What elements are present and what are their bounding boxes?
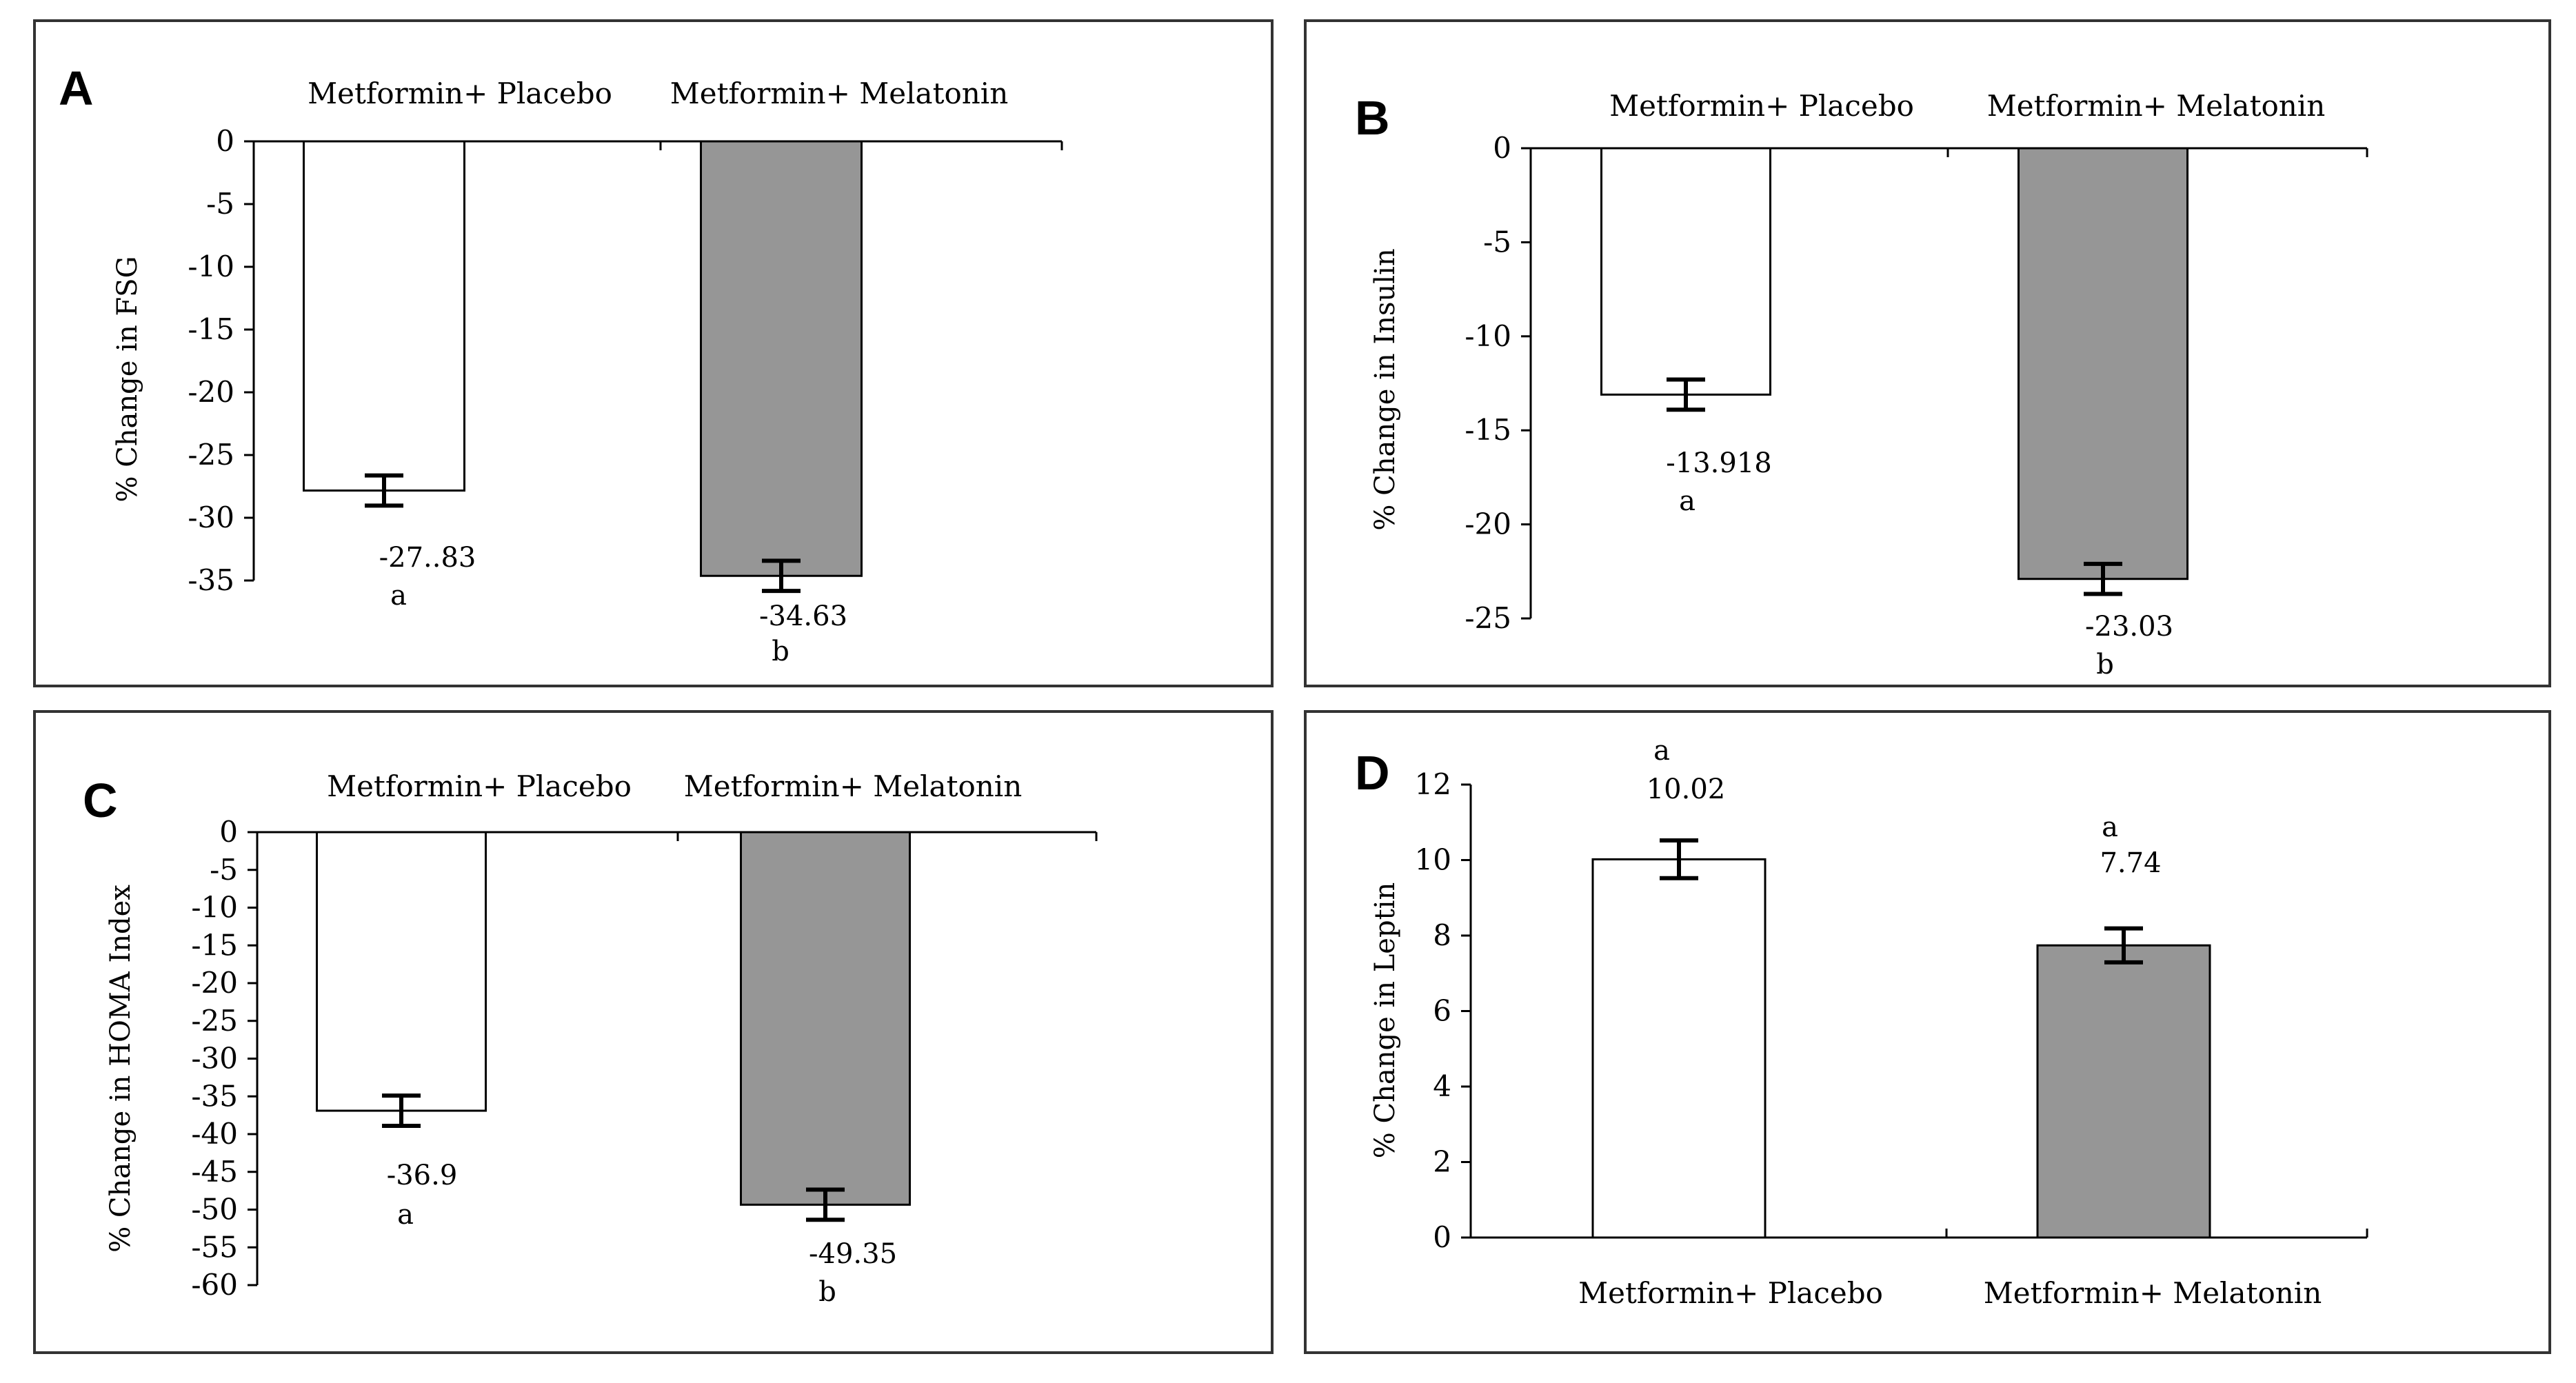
panel-b-bar-1 bbox=[1600, 147, 1771, 396]
panel-a-y-tick-label: -30 bbox=[188, 501, 234, 534]
panel-b: B Metformin+ Placebo Metformin+ Melatoni… bbox=[1304, 19, 2551, 687]
panel-c-significance-2: b bbox=[818, 1276, 836, 1308]
panel-a-y-tick-label: -10 bbox=[188, 250, 234, 283]
panel-c-significance-1: a bbox=[397, 1199, 414, 1231]
panel-c-value-label-1: -36.9 bbox=[387, 1160, 458, 1191]
panel-a-bar-1 bbox=[303, 140, 465, 492]
panel-b-ylabel: % Change in Insulin bbox=[1369, 248, 1401, 530]
panel-d-letter: D bbox=[1355, 746, 1390, 800]
panel-a-y-tick-label: -25 bbox=[188, 438, 234, 472]
panel-a-bar-2 bbox=[700, 140, 863, 577]
panel-a-frame bbox=[33, 19, 1274, 687]
panel-c-y-tick-label: -10 bbox=[191, 891, 238, 925]
panel-a-significance-1: a bbox=[390, 580, 407, 612]
panel-b-bar-2 bbox=[2017, 147, 2188, 581]
panel-a-ylabel: % Change in FSG bbox=[112, 256, 143, 502]
panel-b-category-1: Metformin+ Placebo bbox=[1609, 89, 1914, 123]
panel-c-y-tick-label: -25 bbox=[191, 1004, 238, 1038]
panel-c: C Metformin+ Placebo Metformin+ Melatoni… bbox=[33, 710, 1274, 1354]
panel-a-letter: A bbox=[59, 61, 94, 115]
panel-c-frame bbox=[33, 710, 1274, 1354]
panel-c-y-tick-label: -15 bbox=[191, 928, 238, 962]
panel-a-significance-2: b bbox=[772, 636, 789, 667]
panel-d-category-1: Metformin+ Placebo bbox=[1578, 1276, 1883, 1310]
panel-a-y-tick-label: -35 bbox=[188, 563, 234, 597]
panel-d-y-tick-label: 6 bbox=[1433, 994, 1451, 1028]
panel-c-y-tick-label: -20 bbox=[191, 966, 238, 1000]
panel-d-value-label-2: 7.74 bbox=[2100, 847, 2161, 879]
panel-d-category-2: Metformin+ Melatonin bbox=[1984, 1276, 2322, 1310]
panel-d-y-tick-label: 10 bbox=[1415, 843, 1451, 877]
panel-d-y-tick-label: 2 bbox=[1433, 1145, 1451, 1179]
panel-d-y-tick-label: 4 bbox=[1433, 1069, 1451, 1103]
panel-b-y-tick-label: -10 bbox=[1465, 319, 1511, 353]
panel-b-category-2: Metformin+ Melatonin bbox=[1987, 89, 2326, 123]
panel-b-significance-1: a bbox=[1679, 485, 1695, 517]
panel-b-frame bbox=[1304, 19, 2551, 687]
panel-c-category-1: Metformin+ Placebo bbox=[327, 769, 632, 803]
panel-c-value-label-2: -49.35 bbox=[809, 1238, 897, 1270]
panel-a-y-tick-label: -20 bbox=[188, 375, 234, 409]
panel-a-value-label-1: -27..83 bbox=[379, 542, 476, 574]
panel-d: D Metformin+ Placebo Metformin+ Melatoni… bbox=[1304, 710, 2551, 1354]
panel-c-bar-2 bbox=[740, 831, 911, 1206]
panel-d-bar-1 bbox=[1591, 858, 1767, 1239]
panel-c-y-tick-label: 0 bbox=[219, 815, 238, 849]
panel-d-significance-1: a bbox=[1653, 735, 1670, 767]
panel-b-value-label-2: -23.03 bbox=[2085, 611, 2173, 643]
panel-d-ylabel: % Change in Leptin bbox=[1369, 882, 1401, 1158]
panel-d-y-tick-label: 8 bbox=[1433, 918, 1451, 952]
panel-a-y-tick-label: -15 bbox=[188, 312, 234, 346]
panel-c-y-tick-label: -40 bbox=[191, 1117, 238, 1151]
panel-c-y-tick-label: -35 bbox=[191, 1079, 238, 1113]
panel-d-value-label-1: 10.02 bbox=[1647, 774, 1726, 805]
panel-a: A Metformin+ Placebo Metformin+ Melatoni… bbox=[33, 19, 1274, 687]
panel-b-y-tick-label: -15 bbox=[1465, 413, 1511, 447]
panel-a-y-tick-label: -5 bbox=[206, 187, 234, 221]
panel-d-y-tick-label: 12 bbox=[1415, 767, 1451, 801]
panel-c-ylabel: % Change in HOMA Index bbox=[105, 885, 137, 1253]
panel-b-letter: B bbox=[1355, 91, 1390, 145]
panel-b-y-tick-label: -20 bbox=[1465, 507, 1511, 541]
panel-a-category-1: Metformin+ Placebo bbox=[308, 77, 612, 110]
panel-b-y-tick-label: -5 bbox=[1483, 225, 1511, 259]
panel-c-category-2: Metformin+ Melatonin bbox=[684, 769, 1023, 803]
panel-c-y-tick-label: -50 bbox=[191, 1193, 238, 1226]
panel-d-significance-2: a bbox=[2102, 811, 2118, 843]
panel-c-y-tick-label: -45 bbox=[191, 1155, 238, 1189]
panel-b-significance-2: b bbox=[2096, 649, 2114, 680]
panel-a-value-label-2: -34.63 bbox=[759, 600, 847, 632]
panel-c-y-tick-label: -5 bbox=[210, 853, 238, 887]
panel-a-category-2: Metformin+ Melatonin bbox=[670, 77, 1009, 110]
panel-b-y-tick-label: 0 bbox=[1493, 131, 1511, 165]
panel-c-y-tick-label: -60 bbox=[191, 1268, 238, 1302]
panel-b-y-tick-label: -25 bbox=[1465, 601, 1511, 635]
panel-b-value-label-1: -13.918 bbox=[1666, 447, 1771, 479]
panel-d-bar-2 bbox=[2036, 944, 2211, 1239]
panel-c-bar-1 bbox=[316, 831, 487, 1112]
panel-d-frame bbox=[1304, 710, 2551, 1354]
panel-c-letter: C bbox=[83, 774, 118, 827]
panel-c-y-tick-label: -55 bbox=[191, 1230, 238, 1264]
panel-c-y-tick-label: -30 bbox=[191, 1042, 238, 1076]
panel-a-y-tick-label: 0 bbox=[216, 124, 234, 158]
panel-d-y-tick-label: 0 bbox=[1433, 1220, 1451, 1254]
